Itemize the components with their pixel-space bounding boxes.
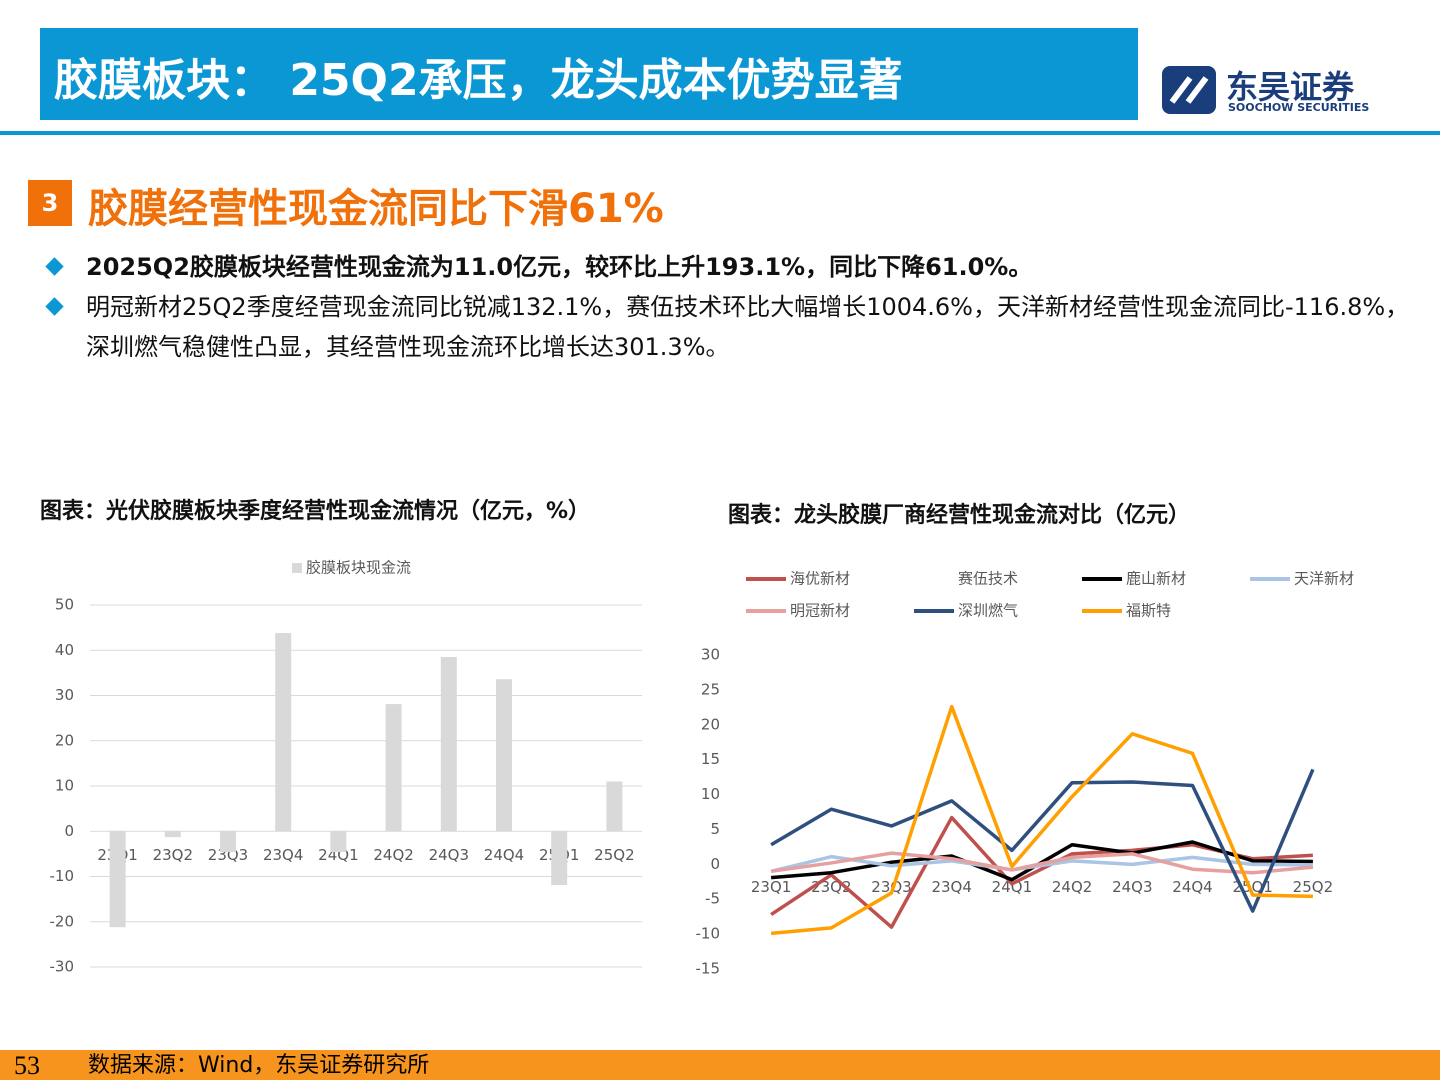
bar (275, 633, 292, 832)
x-tick-label: 24Q1 (318, 846, 358, 864)
legend-label: 明冠新材 (790, 602, 850, 620)
y-tick-label: 30 (701, 646, 720, 664)
bullet: 明冠新材25Q2季度经营现金流同比锐减132.1%，赛伍技术环比大幅增长1004… (86, 293, 1410, 361)
x-tick-label: 23Q4 (931, 878, 971, 896)
y-tick-label: -10 (50, 867, 75, 885)
y-tick-label: 5 (710, 820, 720, 838)
bar (164, 831, 181, 838)
bar (440, 657, 457, 832)
x-tick-label: 23Q3 (208, 846, 248, 864)
chart-title: 图表：龙头胶膜厂商经营性现金流对比（亿元） (728, 503, 1191, 528)
y-tick-label: 50 (55, 596, 74, 614)
legend-label: 胶膜板块现金流 (306, 559, 411, 577)
x-tick-label: 24Q1 (992, 878, 1032, 896)
x-tick-label: 24Q3 (1112, 878, 1152, 896)
page-number: 53 (14, 1051, 40, 1080)
y-tick-label: -15 (696, 960, 721, 978)
y-tick-label: 30 (55, 686, 74, 704)
y-tick-label: 15 (701, 750, 720, 768)
bar (606, 781, 623, 832)
y-tick-label: 20 (701, 715, 720, 733)
footer-bar (0, 1050, 1440, 1080)
legend-label: 鹿山新材 (1126, 570, 1186, 588)
legend-label: 天洋新材 (1294, 570, 1354, 588)
y-tick-label: 0 (710, 855, 720, 873)
logo-en: SOOCHOW SECURITIES (1228, 101, 1370, 114)
y-tick-label: 40 (55, 641, 74, 659)
y-tick-label: -30 (50, 958, 75, 976)
header-bar (40, 28, 1138, 120)
bar (220, 831, 236, 853)
x-tick-label: 23Q1 (751, 878, 791, 896)
logo-mark (1162, 66, 1216, 114)
legend-marker (292, 563, 302, 573)
y-tick-label: 25 (701, 680, 720, 698)
x-tick-label: 24Q2 (373, 846, 413, 864)
x-tick-label: 24Q2 (1052, 878, 1092, 896)
source: 数据来源：Wind，东吴证券研究所 (88, 1053, 430, 1078)
line (770, 768, 1315, 913)
bar (330, 831, 347, 853)
x-tick-label: 25Q2 (594, 846, 634, 864)
legend-label: 福斯特 (1126, 602, 1171, 620)
legend-label: 深圳燃气 (958, 602, 1018, 620)
line (770, 851, 1314, 875)
legend-label: 海优新材 (790, 570, 850, 588)
y-tick-label: -5 (705, 890, 720, 908)
header-title: 胶膜板块： 25Q2承压，龙头成本优势显著 (54, 55, 903, 106)
x-tick-label: 24Q4 (1172, 878, 1212, 896)
x-tick-label: 23Q3 (871, 878, 911, 896)
section-number: 3 (28, 180, 72, 226)
x-tick-label: 23Q4 (263, 846, 303, 864)
y-tick-label: -10 (696, 925, 721, 943)
section-title: 胶膜经营性现金流同比下滑61% (88, 186, 664, 232)
x-tick-label: 24Q3 (429, 846, 469, 864)
bar (496, 679, 512, 832)
bar (109, 831, 126, 928)
bar (551, 831, 568, 886)
y-tick-label: 20 (55, 731, 74, 749)
charts: -30-20-100102030405023Q123Q223Q323Q424Q1… (50, 559, 1355, 978)
y-tick-label: -20 (50, 912, 75, 930)
x-tick-label: 24Q4 (484, 846, 524, 864)
bar (385, 704, 402, 832)
logo-cn: 东吴证券 (1226, 68, 1355, 106)
legend-label: 赛伍技术 (958, 570, 1018, 588)
chart-title: 图表：光伏胶膜板块季度经营性现金流情况（亿元，%） (40, 499, 591, 524)
y-tick-label: 0 (64, 822, 74, 840)
line (770, 704, 1313, 936)
bullet: 2025Q2胶膜板块经营性现金流为11.0亿元，较环比上升193.1%，同比下降… (86, 253, 1033, 281)
y-tick-label: 10 (701, 785, 720, 803)
x-tick-label: 25Q2 (1293, 878, 1333, 896)
y-tick-label: 10 (55, 777, 74, 795)
header-rule (0, 131, 1440, 135)
x-tick-label: 23Q2 (153, 846, 193, 864)
